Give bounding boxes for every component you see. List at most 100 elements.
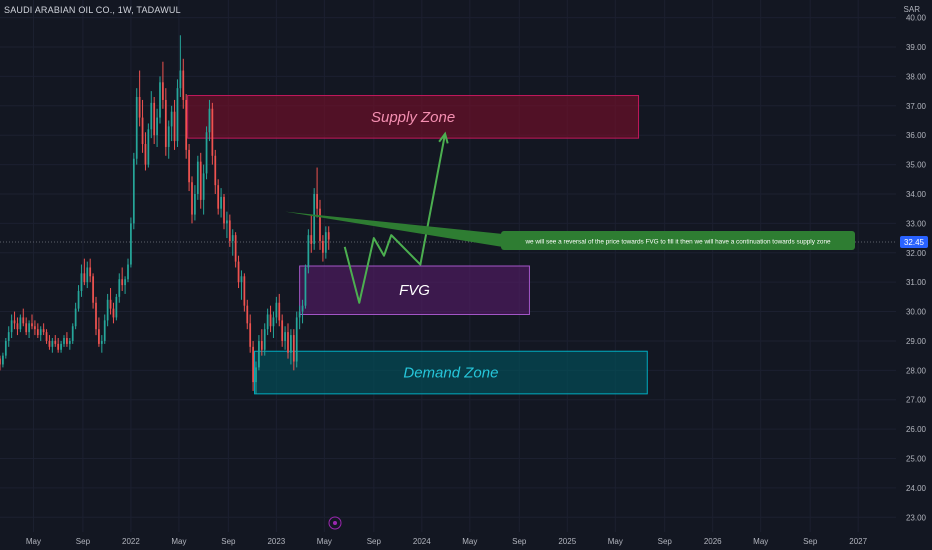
candle-body <box>208 108 211 133</box>
demand-zone-label: Demand Zone <box>403 365 498 382</box>
candle-body <box>28 323 30 333</box>
candle-down <box>162 61 164 109</box>
candle-down <box>0 355 1 371</box>
logo-icon[interactable] <box>328 516 342 530</box>
last-price-badge: 32.45 <box>900 236 928 248</box>
candle-down <box>22 308 25 327</box>
candle-up <box>106 293 109 327</box>
candle-up <box>68 338 71 350</box>
candle-up <box>290 329 292 365</box>
candle-body <box>45 332 48 341</box>
candle-body <box>124 279 126 286</box>
y-tick-label: 35.00 <box>906 161 927 170</box>
y-tick-label: 38.00 <box>906 72 927 81</box>
candle-body <box>243 276 246 306</box>
candle-down <box>173 99 176 150</box>
candle-body <box>156 117 158 136</box>
candle-body <box>51 340 54 347</box>
candle-body <box>83 273 86 283</box>
candle-up <box>263 323 266 356</box>
candle-down <box>45 329 48 344</box>
candle-down <box>199 152 202 209</box>
candle-body <box>150 102 153 130</box>
candle-body <box>164 99 167 147</box>
candle-body <box>86 267 89 283</box>
candle-up <box>156 108 158 147</box>
candle-up <box>10 314 13 339</box>
candle-body <box>10 320 13 333</box>
candle-up <box>115 293 118 321</box>
candle-body <box>13 320 16 324</box>
candle-body <box>226 220 228 224</box>
x-tick-label: May <box>26 537 41 546</box>
candle-down <box>316 167 318 218</box>
x-tick-label: 2024 <box>413 537 431 546</box>
candle-down <box>223 193 225 230</box>
candle-body <box>234 235 237 262</box>
candle-down <box>66 332 68 347</box>
candle-up <box>176 79 179 147</box>
candle-body <box>130 223 132 265</box>
candle-body <box>307 235 310 268</box>
candle-up <box>258 335 260 371</box>
candle-up <box>28 320 30 339</box>
candle-body <box>25 323 28 333</box>
candle-up <box>80 264 83 297</box>
x-tick-label: May <box>608 537 623 546</box>
candle-down <box>109 288 112 315</box>
candle-down <box>144 132 147 171</box>
candle-up <box>4 338 7 359</box>
candle-body <box>153 102 156 136</box>
candle-down <box>246 299 249 330</box>
candle-body <box>144 144 147 165</box>
candle-body <box>71 326 74 341</box>
candle-body <box>188 149 190 183</box>
candle-body <box>170 111 173 127</box>
candle-body <box>182 70 185 100</box>
candle-body <box>211 108 214 156</box>
candle-body <box>304 267 307 306</box>
candle-body <box>138 96 141 118</box>
candle-body <box>22 317 25 324</box>
candle-up <box>208 99 211 142</box>
candle-down <box>243 273 246 312</box>
candle-up <box>266 308 269 336</box>
candle-body <box>42 329 45 333</box>
candle-body <box>255 367 257 383</box>
candle-body <box>103 320 106 341</box>
projected-path-arrowhead <box>438 131 449 144</box>
y-tick-label: 29.00 <box>906 337 927 346</box>
last-price-value: 32.45 <box>904 238 925 247</box>
candle-up <box>170 105 173 142</box>
candle-body <box>231 235 234 242</box>
y-tick-label: 32.00 <box>906 249 927 258</box>
candle-body <box>196 161 199 194</box>
candle-body <box>191 182 193 215</box>
x-tick-label: Sep <box>76 537 91 546</box>
candle-up <box>2 352 4 368</box>
x-tick-label: Sep <box>658 537 673 546</box>
candle-down <box>217 179 220 215</box>
candle-body <box>202 173 205 200</box>
candle-up <box>150 91 153 139</box>
candle-up <box>124 276 126 294</box>
y-tick-label: 31.00 <box>906 278 927 287</box>
candle-down <box>83 258 86 286</box>
candle-body <box>313 193 316 244</box>
y-tick-label: 26.00 <box>906 425 927 434</box>
candle-up <box>255 361 257 394</box>
x-tick-label: 2027 <box>849 537 867 546</box>
candle-down <box>281 314 284 347</box>
candle-up <box>220 188 222 218</box>
candle-body <box>147 129 150 165</box>
candle-down <box>237 255 240 289</box>
candle-up <box>240 270 243 300</box>
candle-down <box>185 94 188 159</box>
candle-up <box>202 164 205 215</box>
x-tick-label: 2023 <box>267 537 285 546</box>
candle-up <box>196 155 199 200</box>
candle-up <box>304 264 307 309</box>
candle-body <box>246 305 249 324</box>
candle-body <box>275 302 278 318</box>
